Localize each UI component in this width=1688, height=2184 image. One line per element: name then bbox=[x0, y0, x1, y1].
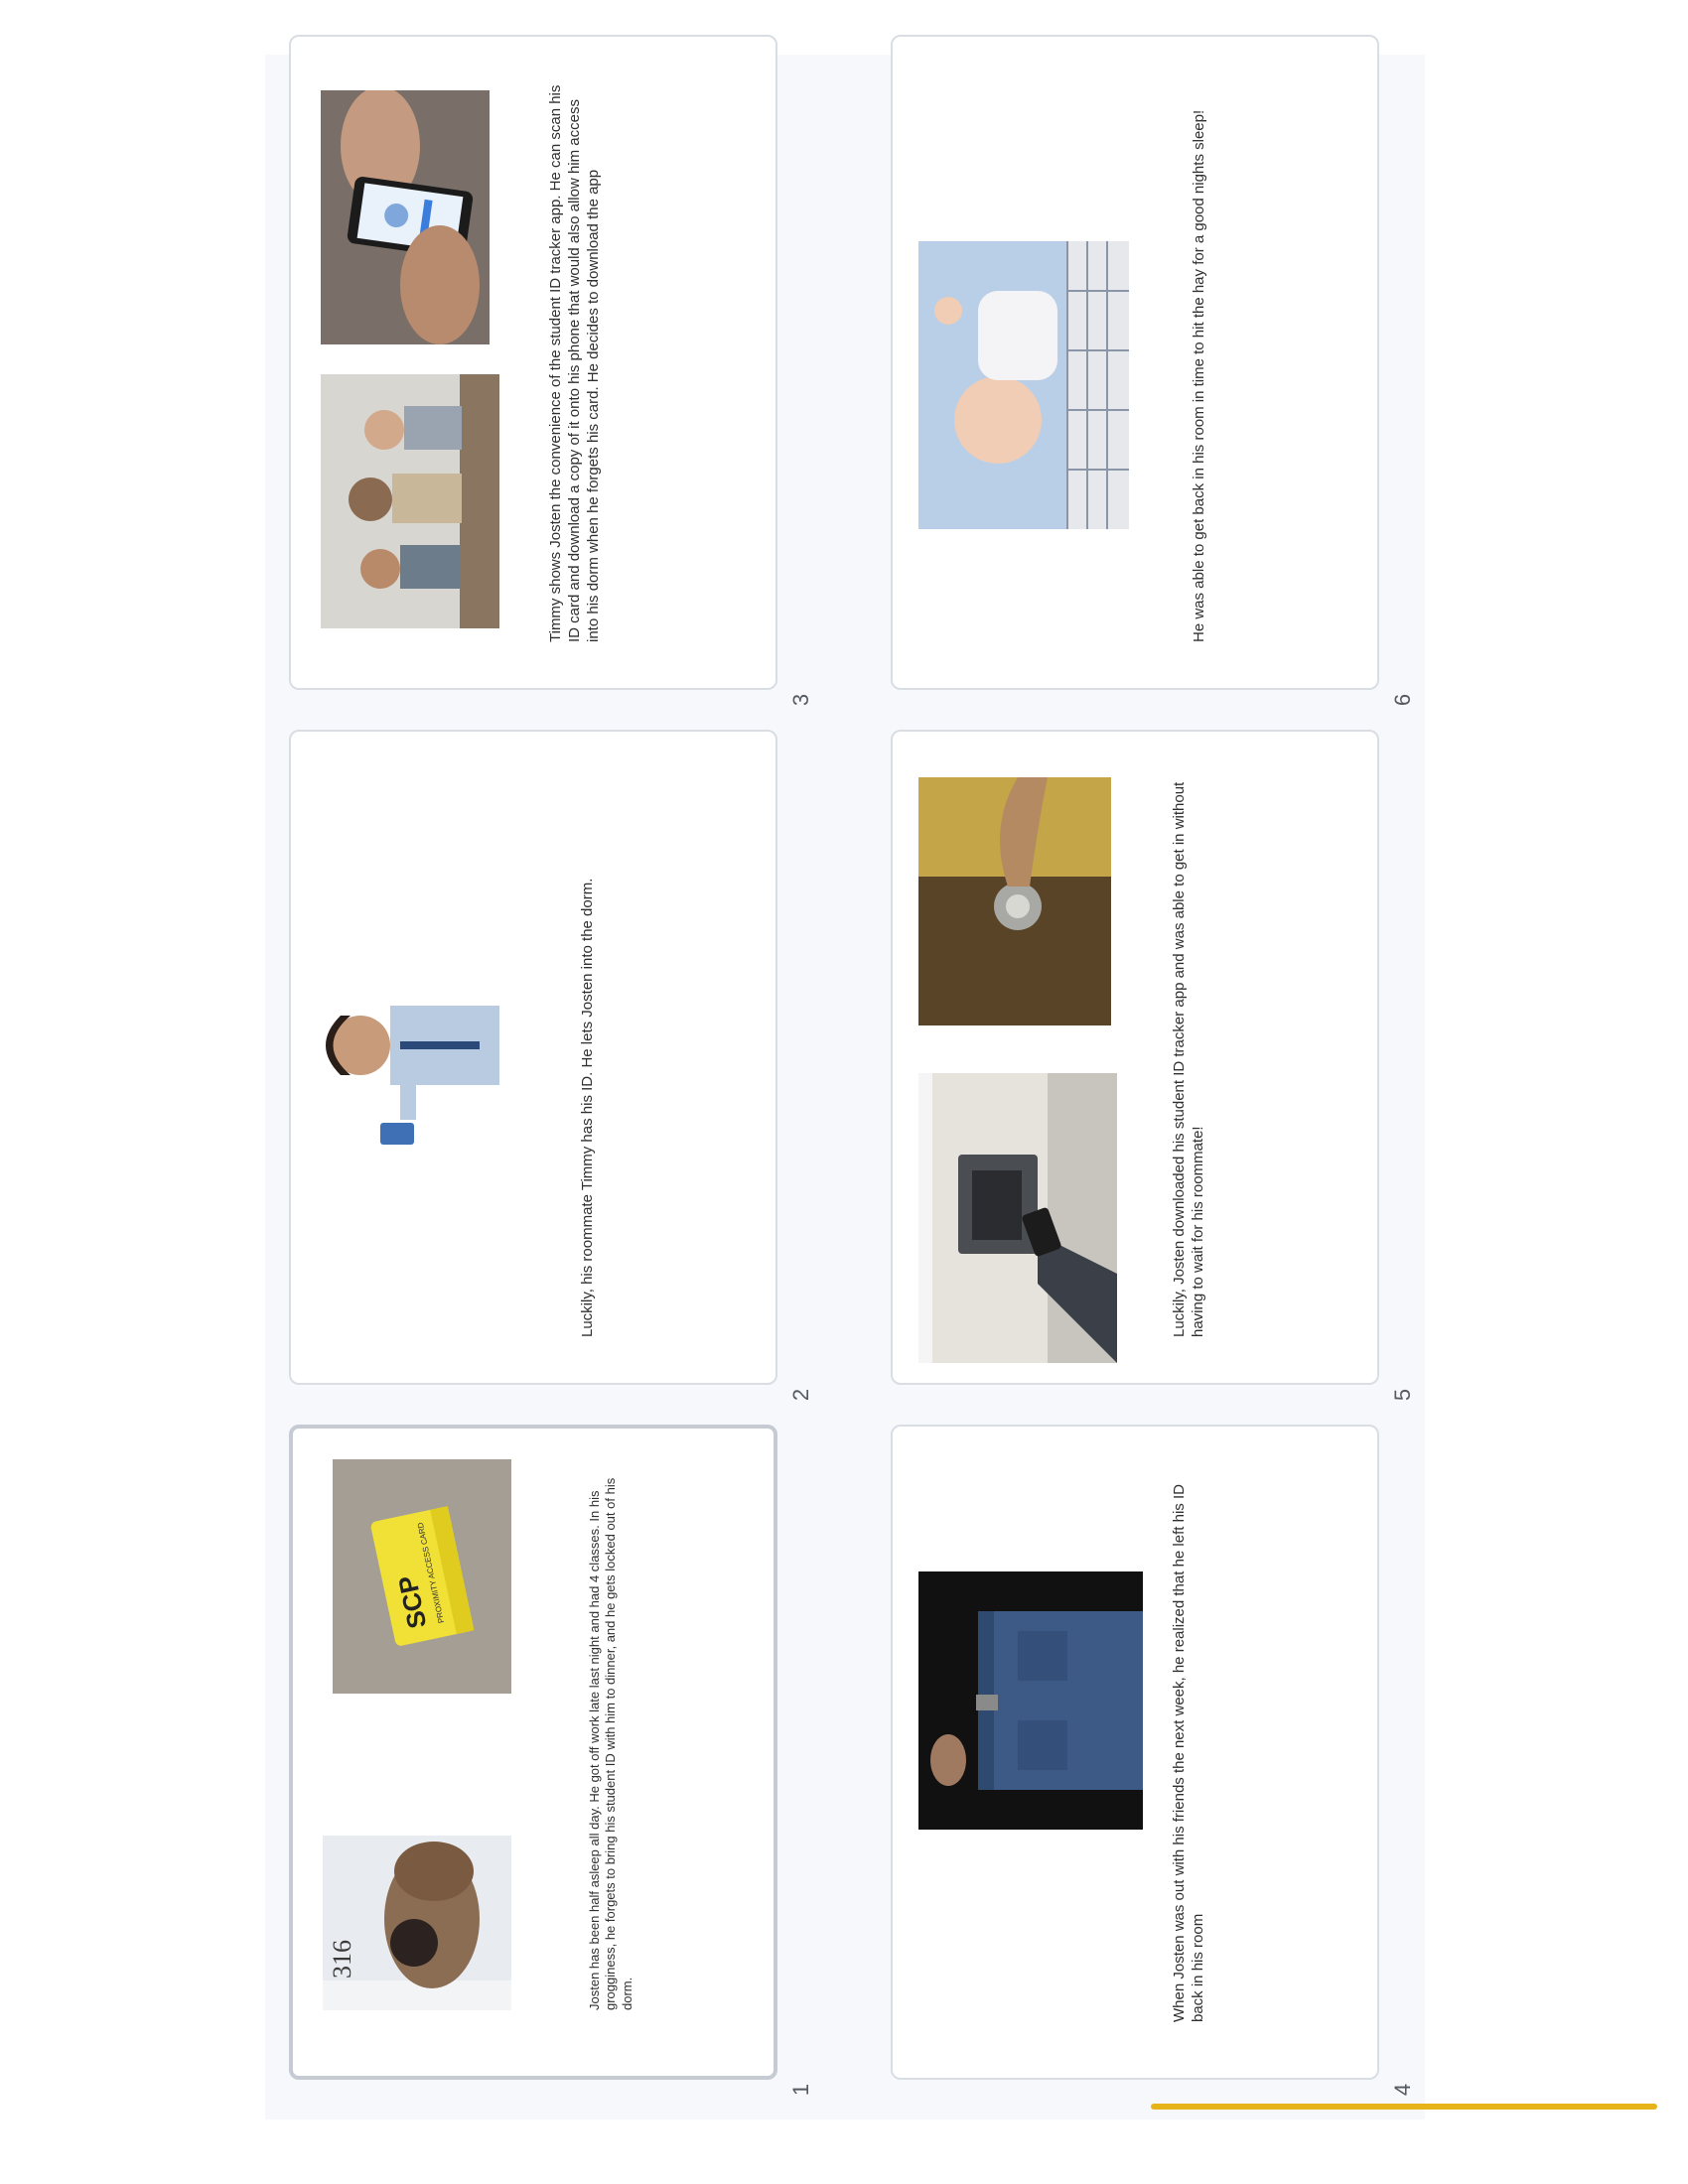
slide-6-caption: He was able to get back in his room in t… bbox=[1191, 109, 1207, 642]
photo-man-holding-card bbox=[311, 930, 499, 1174]
photo-access-card: SCP PROXIMITY ACCESS CARD bbox=[333, 1459, 511, 1694]
slide-2-caption: Luckily, his roommate Timmy has his ID. … bbox=[579, 878, 596, 1337]
svg-text:316: 316 bbox=[328, 1940, 356, 1979]
slide-number-1: 1 bbox=[788, 2083, 813, 2097]
photo-sleeping-baby bbox=[918, 241, 1129, 529]
slide-thumbnail-6[interactable]: He was able to get back in his room in t… bbox=[891, 35, 1379, 690]
slide-4-caption: When Josten was out with his friends the… bbox=[1171, 1484, 1206, 2022]
selection-indicator bbox=[1151, 2104, 1657, 2110]
slide-thumbnail-1[interactable]: 316 SCP PROXIMITY ACCESS CARD Josten has… bbox=[289, 1425, 777, 2080]
slide-panel: 316 SCP PROXIMITY ACCESS CARD Josten has… bbox=[265, 35, 1657, 2119]
slide-number-2: 2 bbox=[788, 1388, 813, 1402]
photo-door-knob bbox=[918, 777, 1111, 1025]
photo-keypad-scan bbox=[918, 1073, 1117, 1363]
slide-1-caption: Josten has been half asleep all day. He … bbox=[587, 1477, 634, 2010]
photo-friends-laughing bbox=[321, 374, 499, 628]
slide-3-caption: Timmy shows Josten the convenience of th… bbox=[547, 84, 602, 642]
slide-number-6: 6 bbox=[1390, 693, 1415, 707]
photo-jeans-pocket bbox=[918, 1571, 1143, 1830]
slide-number-5: 5 bbox=[1390, 1388, 1415, 1402]
slide-5-caption: Luckily, Josten downloaded his student I… bbox=[1171, 781, 1206, 1337]
slide-thumbnail-4[interactable]: When Josten was out with his friends the… bbox=[891, 1425, 1379, 2080]
slide-number-3: 3 bbox=[788, 693, 813, 707]
photo-phone-app bbox=[321, 90, 490, 344]
slide-thumbnail-2[interactable]: Luckily, his roommate Timmy has his ID. … bbox=[289, 730, 777, 1385]
photo-sleeping-man: 316 bbox=[323, 1836, 511, 2010]
slide-thumbnail-3[interactable]: Timmy shows Josten the convenience of th… bbox=[289, 35, 777, 690]
slide-thumbnail-5[interactable]: Luckily, Josten downloaded his student I… bbox=[891, 730, 1379, 1385]
